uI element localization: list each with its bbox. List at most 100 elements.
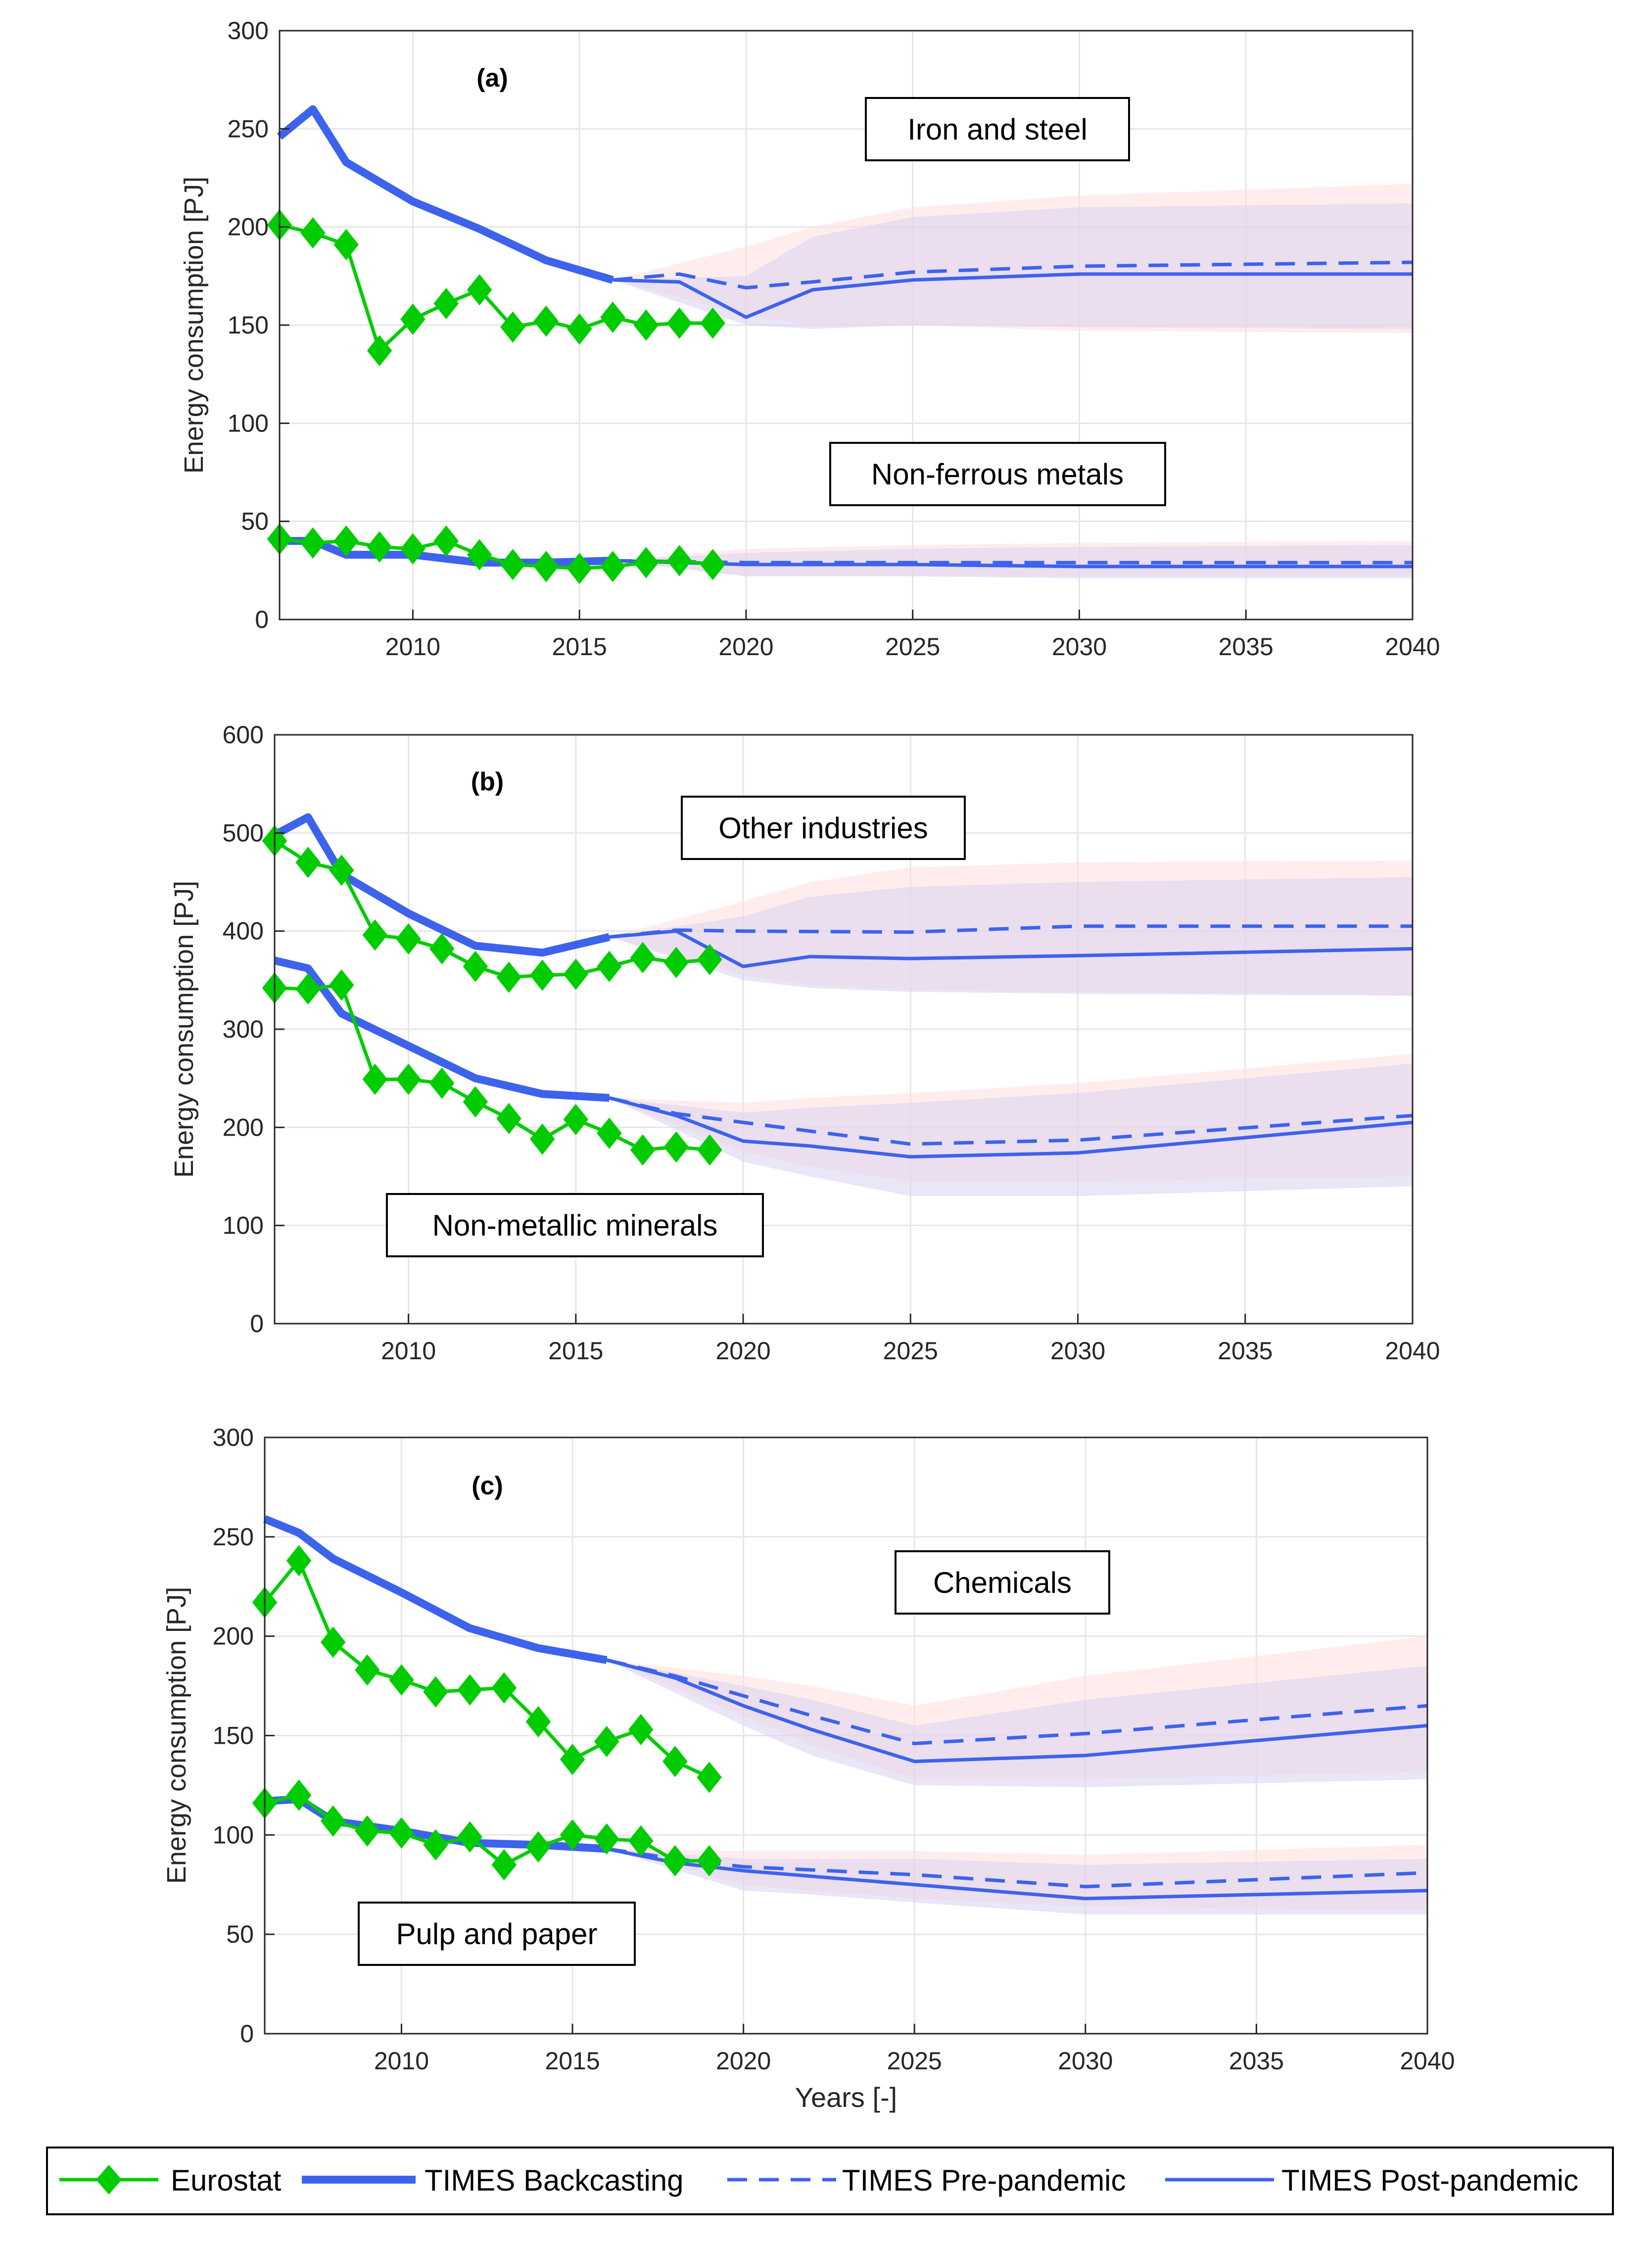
panel-b: 2010 2015 2020 2025 2030 2035 2040 0 100 200 300 40…: [169, 721, 1440, 1365]
eurostat-point: [389, 1817, 414, 1849]
line-backcasting: [273, 813, 611, 957]
line-backcasting: [274, 956, 610, 1102]
eurostat-point: [367, 531, 392, 563]
x-tick-label: 2030: [1050, 1337, 1105, 1365]
legend-pre-pandemic-label: TIMES Pre-pandemic: [842, 2164, 1126, 2197]
eurostat-point: [423, 1676, 448, 1708]
eurostat-point: [463, 951, 488, 982]
eurostat-point: [295, 973, 321, 1005]
annotation-box: [829, 442, 1166, 506]
eurostat-markers: [252, 1545, 722, 1881]
eurostat-point: [566, 313, 592, 345]
y-tick-label: 0: [250, 1310, 264, 1337]
eurostat-point: [600, 301, 625, 333]
y-tick-label: 100: [228, 409, 269, 437]
eurostat-point: [467, 539, 492, 571]
y-tick-label: 200: [228, 213, 269, 241]
annotation-other-industries: Other industries: [718, 811, 928, 845]
y-tick-label: 50: [226, 1920, 254, 1948]
y-tick-label: 0: [255, 606, 269, 633]
y-tick-label: 200: [213, 1623, 254, 1650]
annotation-box: [681, 796, 966, 860]
annotation-box: [865, 97, 1130, 161]
eurostat-point: [633, 547, 659, 578]
band-post-pandemic: [609, 1063, 1413, 1196]
eurostat-point: [597, 951, 622, 982]
eurostat-point: [355, 1815, 380, 1847]
x-tick-label: 2035: [1219, 633, 1274, 661]
eurostat-point: [396, 1063, 421, 1095]
band-post-pandemic: [613, 203, 1413, 329]
y-tick-label: 200: [223, 1113, 264, 1141]
x-tick-label: 2010: [381, 1337, 436, 1365]
eurostat-point: [400, 303, 425, 335]
y-tick-label: 100: [223, 1212, 264, 1240]
x-tick-label: 2035: [1218, 1337, 1273, 1365]
eurostat-point: [600, 551, 625, 582]
eurostat-point: [333, 525, 359, 557]
eurostat-point: [491, 1672, 517, 1704]
eurostat-point: [666, 545, 692, 576]
eurostat-point: [700, 307, 725, 339]
eurostat-point: [396, 923, 421, 955]
line-post-pandemic: [609, 929, 1413, 968]
eurostat-point: [697, 1134, 722, 1166]
eurostat-point: [389, 1664, 414, 1696]
y-tick-label: 300: [213, 1424, 254, 1451]
y-tick-label: 100: [213, 1821, 254, 1849]
y-tick-label: 500: [223, 819, 264, 847]
x-tick-label: 2010: [374, 2047, 429, 2075]
axis-ticks: 2010 2015 2020 2025 2030 2035 2040 0 50 100 150 200…: [213, 1424, 1455, 2075]
x-tick-label: 2035: [1229, 2047, 1284, 2075]
x-tick-label: 2015: [552, 633, 607, 661]
eurostat-point: [362, 919, 388, 951]
eurostat-point: [563, 958, 589, 990]
eurostat-point: [300, 217, 326, 249]
y-tick-label: 250: [228, 115, 269, 143]
eurostat-point: [355, 1654, 380, 1686]
x-tick-label: 2015: [545, 2047, 600, 2075]
eurostat-point: [563, 1103, 589, 1136]
eurostat-point: [697, 944, 722, 975]
eurostat-point: [594, 1725, 619, 1758]
eurostat-point: [500, 311, 525, 343]
eurostat-point: [560, 1744, 585, 1775]
eurostat-point: [491, 1849, 517, 1881]
x-tick-label: 2025: [887, 2047, 942, 2075]
panel-a: 2010 2015 2020 2025 2030 2035 2040 0 50 100 150 200…: [179, 17, 1440, 661]
eurostat-point: [666, 307, 692, 339]
x-tick-label: 2040: [1385, 633, 1440, 661]
y-tick-label: 600: [223, 721, 264, 749]
panel-tag: (c): [472, 1472, 503, 1500]
y-tick-label: 400: [223, 917, 264, 945]
eurostat-point: [496, 1102, 521, 1135]
eurostat-point: [630, 1134, 656, 1166]
eurostat-point: [429, 933, 455, 964]
legend-eurostat-label: Eurostat: [171, 2164, 282, 2197]
panel-c: 2010 2015 2020 2025 2030 2035 2040 0 50 100 150 200…: [162, 1424, 1455, 2113]
eurostat-point: [594, 1823, 619, 1855]
x-tick-label: 2010: [385, 633, 440, 661]
x-tick-label: 2030: [1052, 633, 1107, 661]
x-axis-label: Years [-]: [795, 2082, 897, 2113]
eurostat-point: [700, 549, 725, 580]
annotation-chemicals: Chemicals: [933, 1566, 1072, 1599]
y-tick-label: 300: [228, 17, 269, 45]
axis-ticks: 2010 2015 2020 2025 2030 2035 2040 0 50 100 150 200…: [228, 17, 1440, 661]
eurostat-point: [457, 1674, 482, 1706]
annotation-non-ferrous: Non-ferrous metals: [871, 458, 1124, 491]
eurostat-point: [628, 1714, 654, 1746]
y-tick-label: 50: [241, 508, 269, 535]
eurostat-point: [463, 1086, 488, 1118]
line-backcasting: [263, 1515, 608, 1664]
line-post-pandemic: [609, 1096, 1413, 1159]
eurostat-point: [533, 305, 559, 337]
eurostat-point: [525, 1706, 551, 1737]
x-tick-label: 2025: [883, 1337, 938, 1365]
x-tick-label: 2030: [1058, 2047, 1113, 2075]
annotation-box: [895, 1550, 1110, 1615]
panel-tag: (b): [471, 767, 504, 796]
eurostat-markers: [262, 825, 722, 1166]
y-axis-label: Energy consumption [PJ]: [179, 177, 209, 474]
